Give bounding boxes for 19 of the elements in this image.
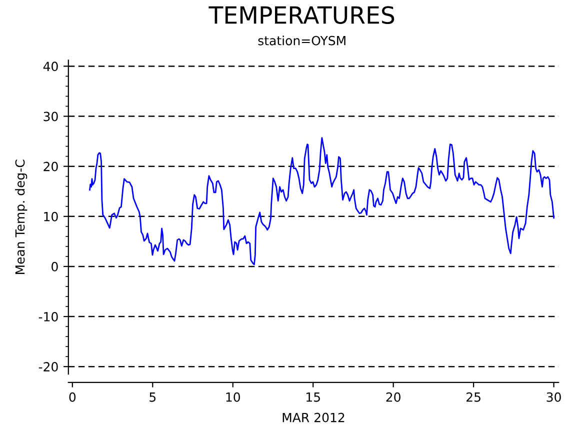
chart-title: TEMPERATURES xyxy=(208,6,394,24)
x-tick-label: 15 xyxy=(306,392,320,402)
y-tick-label: -20 xyxy=(38,362,58,372)
y-tick-label: 40 xyxy=(43,62,58,72)
x-tick-label: 20 xyxy=(386,392,400,402)
y-tick-label: 30 xyxy=(44,112,58,122)
x-tick-label: 25 xyxy=(466,392,480,402)
y-tick-label: -10 xyxy=(38,312,58,322)
line-series xyxy=(89,137,554,266)
x-tick-label: 30 xyxy=(546,392,561,402)
x-tick-label: 5 xyxy=(150,392,156,402)
y-tick-label: 20 xyxy=(44,162,58,172)
x-tick-label: 10 xyxy=(226,392,240,402)
y-axis-title: Mean Temp. deg-C xyxy=(15,160,28,274)
chart-subtitle: station=OYSM xyxy=(258,36,346,46)
x-axis-title: MAR 2012 xyxy=(282,412,344,422)
y-tick-label: 0 xyxy=(52,262,58,272)
y-tick-label: 10 xyxy=(44,212,58,222)
x-tick-label: 0 xyxy=(69,392,76,402)
